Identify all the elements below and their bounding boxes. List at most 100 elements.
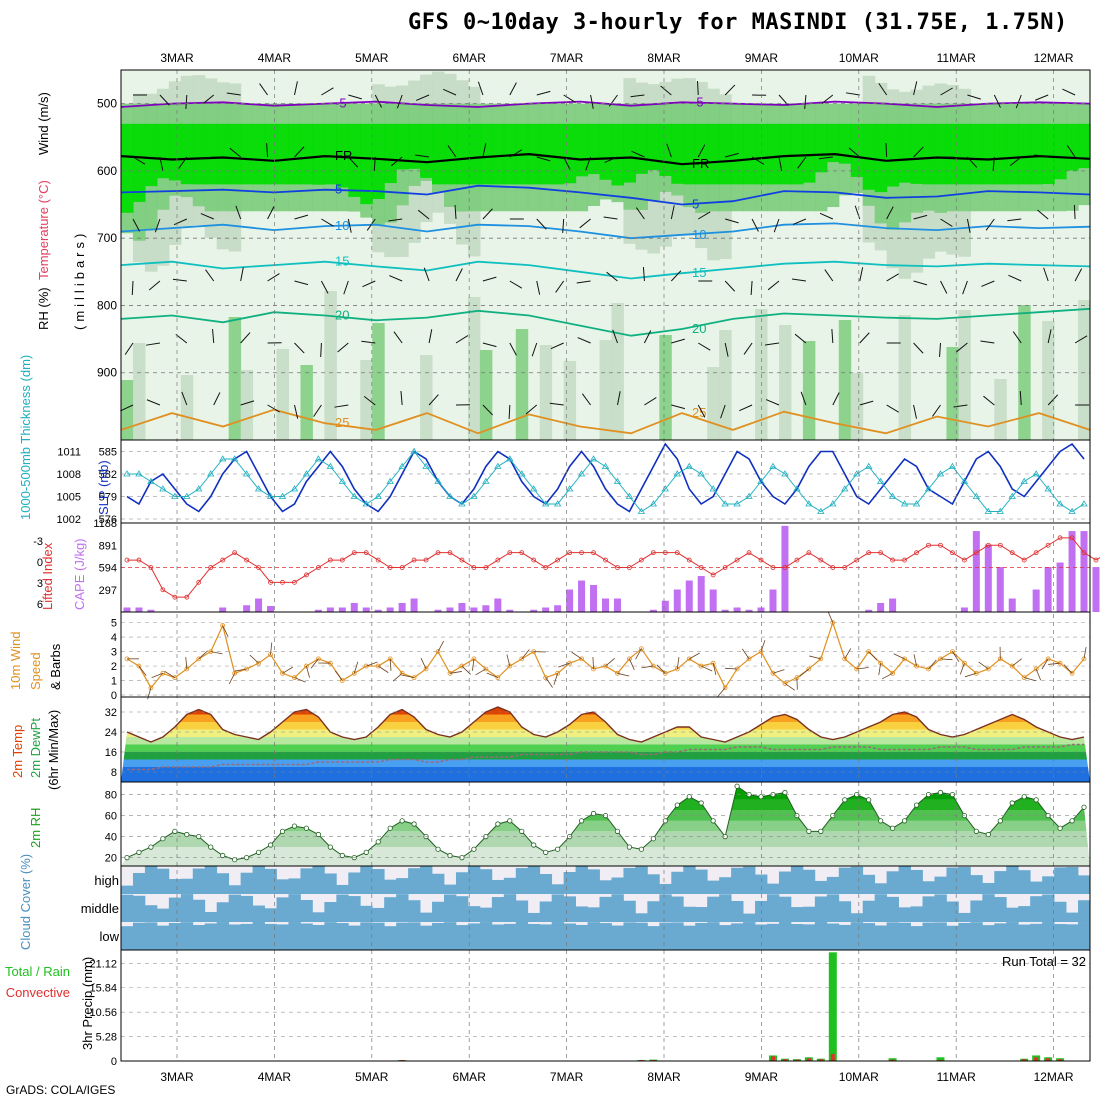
rh-cell <box>802 123 816 183</box>
rh-cell-low <box>324 291 337 440</box>
cloud-cell-high <box>455 872 469 894</box>
thickness-marker <box>506 455 514 462</box>
cape-bar <box>374 609 382 612</box>
wind-speed-marker <box>232 670 238 676</box>
cloud-cell-high <box>515 868 529 894</box>
rh-cell <box>228 123 242 185</box>
thickness-marker <box>853 470 861 477</box>
wind-barb <box>531 342 538 357</box>
cloud-cell-middle <box>348 896 361 922</box>
cloud-cell-middle <box>767 894 780 922</box>
wind-barb <box>642 266 645 282</box>
thickness-marker <box>841 485 849 492</box>
rh-cell <box>1018 123 1031 185</box>
rh-cell-low <box>121 380 134 440</box>
lifted-index-marker <box>902 557 907 563</box>
wind-speed-marker <box>292 675 297 681</box>
rh-marker <box>1009 800 1015 806</box>
cloud-cell-middle <box>121 894 134 922</box>
rh-cell <box>946 123 960 185</box>
rh-cell <box>348 123 361 197</box>
thickness-marker <box>230 455 239 462</box>
wind-barb <box>508 404 511 420</box>
cloud-cell-high <box>467 866 481 894</box>
wind-barb <box>1007 218 1022 222</box>
li-tick-label: 0 <box>37 557 43 569</box>
lifted-index-marker <box>638 557 644 563</box>
cape-bar <box>1056 562 1064 612</box>
cape-bar <box>877 603 885 612</box>
slp-tick-label: 1008 <box>57 469 81 481</box>
rh-cell <box>958 123 971 185</box>
wind-barb <box>1009 156 1022 167</box>
thickness-marker <box>1020 477 1028 484</box>
wind-barb-10m <box>249 654 259 664</box>
thickness-marker <box>278 492 287 499</box>
rh-marker <box>698 800 704 806</box>
wind-barb-10m <box>717 687 726 698</box>
lifted-index-marker <box>615 565 620 570</box>
precip-bar-convective <box>794 1059 799 1061</box>
cloud-cell-high <box>647 874 660 894</box>
wind-barb <box>617 391 621 406</box>
thickness-marker <box>446 492 454 499</box>
lifted-index-marker <box>1045 542 1051 548</box>
cloud-cell-high <box>240 872 253 894</box>
rh-marker <box>267 842 274 848</box>
wind-barb <box>606 271 618 282</box>
cloud-cell-low <box>922 922 935 950</box>
isotherm-label: 5 <box>692 197 699 212</box>
cape-bar <box>781 525 789 612</box>
cloud-cell-high <box>432 873 445 894</box>
rh-marker <box>997 818 1003 824</box>
thickness-marker <box>876 477 885 484</box>
cloud-cell-high <box>802 869 816 894</box>
cloud-cell-middle <box>575 906 588 922</box>
wind10m-label-a: 10m Wind <box>8 631 23 690</box>
wind-barb <box>581 393 591 406</box>
run-total-label: Run Total = 32 <box>1002 954 1086 969</box>
cape-tick-label: 297 <box>99 585 117 597</box>
wind-barb-10m <box>809 655 821 660</box>
wind-barb-10m <box>881 672 893 680</box>
wind-barb <box>509 149 523 158</box>
wind-barb <box>212 329 215 344</box>
wind-barb <box>366 218 376 231</box>
rh-cell <box>479 123 493 185</box>
rh-marker <box>303 825 310 831</box>
rh-cell-low <box>360 360 373 440</box>
wind-barb-10m <box>1035 668 1042 681</box>
rh2m-label: 2m RH <box>28 808 43 848</box>
rh-cell <box>467 123 481 185</box>
wind-barb <box>400 391 403 406</box>
cloud-cell-middle <box>312 912 325 922</box>
cloud-cell-low <box>611 925 624 950</box>
rh-cell <box>144 123 158 187</box>
thickness-marker <box>697 470 705 477</box>
cloud-cell-middle <box>1018 906 1031 922</box>
rh-tick-label: 20 <box>105 853 117 865</box>
wind10m-ylabel: 10m Wind <box>8 631 23 690</box>
rh-cell <box>420 123 433 178</box>
lifted-index-marker <box>890 557 896 563</box>
lifted-index-marker <box>483 565 489 570</box>
panel-background-pr <box>121 950 1090 1061</box>
cape-bar <box>255 598 263 612</box>
wind-barb-10m <box>402 674 415 679</box>
lifted-index-line <box>126 537 1100 598</box>
cloud-cell-low <box>946 925 959 950</box>
cloud-cell-high <box>252 866 265 894</box>
wind-barb <box>373 156 376 172</box>
lifted-index-marker <box>160 587 166 593</box>
wind-barb-10m <box>1041 658 1049 670</box>
wind-barb <box>831 328 834 344</box>
wind-barb <box>536 90 551 96</box>
thickness-marker <box>518 470 526 477</box>
wind-barb <box>859 400 874 406</box>
date-label-bottom: 3MAR <box>160 1070 194 1084</box>
wind-speed-marker <box>615 670 620 676</box>
wind-barb <box>393 331 403 344</box>
rh-marker <box>674 802 680 808</box>
temp-tick-label: 32 <box>105 707 117 719</box>
wind-speed-marker <box>1021 675 1027 681</box>
